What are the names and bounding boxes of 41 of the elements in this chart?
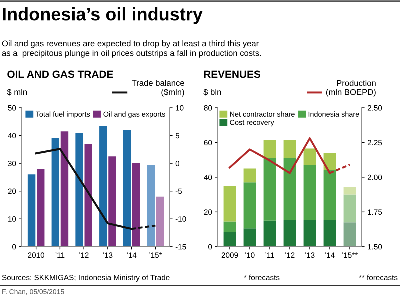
bar — [284, 158, 296, 220]
text: Indonesia’s oil industry — [3, 8, 203, 24]
bar — [76, 133, 84, 247]
bar — [244, 228, 256, 247]
bar — [324, 220, 336, 247]
bar — [224, 232, 236, 247]
bar — [304, 148, 316, 166]
bar — [84, 144, 92, 247]
bar — [324, 153, 336, 171]
bar — [224, 222, 236, 232]
bar — [132, 164, 140, 247]
bar — [304, 220, 316, 247]
bar — [344, 222, 356, 247]
bar — [28, 174, 36, 247]
bar — [100, 126, 108, 247]
bar — [264, 220, 276, 247]
y-axis-title: $ bln — [204, 88, 222, 96]
text: Oil and gas revenues are expected to drop by at least a third this year as a precipitous plunge in oil prices outstrips a fall in production costs. — [2, 40, 262, 58]
bar — [60, 132, 69, 247]
bar — [224, 186, 236, 222]
bar — [244, 168, 256, 183]
y2-axis-title: Trade balance ($mln) — [132, 80, 184, 97]
chart-title: REVENUES — [204, 70, 260, 78]
bar — [324, 170, 336, 220]
bar — [344, 194, 356, 223]
bar — [344, 187, 356, 195]
bar — [52, 138, 60, 247]
bar — [156, 196, 164, 247]
y2-axis-title: Production (mln BOEPD) — [326, 80, 376, 97]
bar — [147, 164, 155, 247]
bar — [123, 130, 132, 247]
bar — [284, 220, 296, 247]
y-axis-title: $ mln — [7, 88, 28, 96]
bar — [264, 140, 276, 158]
chart-title: OIL AND GAS TRADE — [8, 70, 114, 78]
bar — [244, 182, 256, 229]
bar — [284, 140, 296, 158]
bar — [108, 156, 116, 247]
bar — [264, 158, 276, 221]
bar — [304, 165, 316, 220]
bar — [37, 169, 45, 247]
